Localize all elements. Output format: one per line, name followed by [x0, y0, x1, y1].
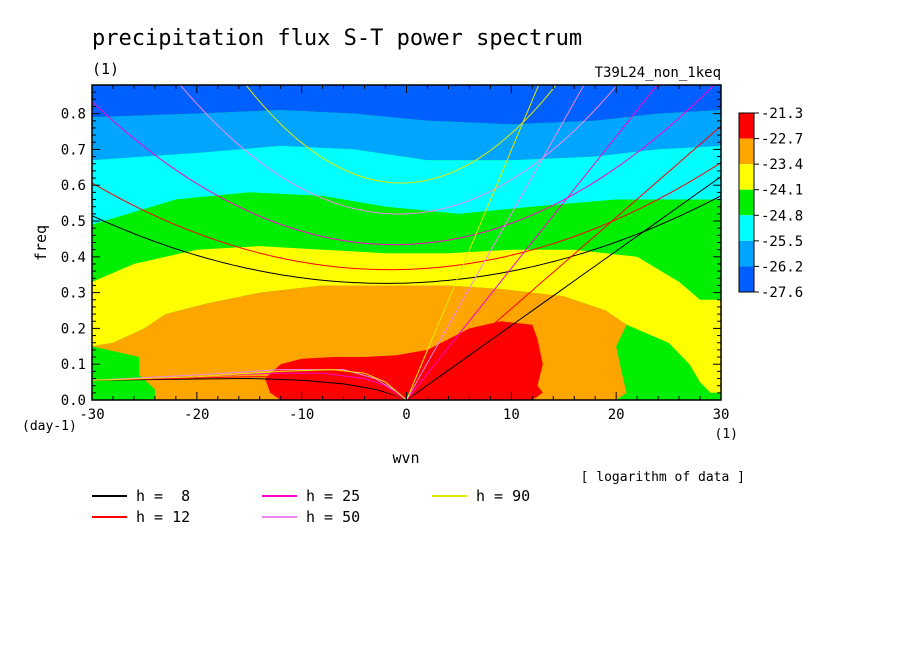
y-tick-label: 0.3 [61, 286, 86, 302]
y-axis: 0.0 0.1 0.2 0.3 0.4 0.5 0.6 0.7 0.8 [61, 91, 721, 409]
kelvin-curve-h12 [406, 125, 721, 400]
y-tick-label: 0.0 [61, 393, 86, 409]
mrg-curve-h12 [92, 162, 721, 271]
legend-label: h = 50 [306, 508, 360, 526]
chart-subtitle-left: (1) [92, 60, 119, 78]
legend-label: h = 8 [136, 487, 190, 505]
legend-label: h = 25 [306, 487, 360, 505]
x-unit-label: (1) [715, 427, 738, 442]
x-tick-label: 20 [608, 407, 625, 423]
legend: h = 8 h = 12 h = 25 h = 50 h = 90 [92, 487, 530, 526]
colorbar-swatch [739, 138, 754, 165]
rossby-curve-h8 [92, 377, 407, 400]
colorbar-label: -27.6 [761, 285, 803, 301]
colorbar-label: -21.3 [761, 106, 803, 122]
x-tick-label: -30 [79, 407, 104, 423]
chart-subtitle-right: T39L24_non_1keq [595, 65, 721, 81]
contour-band--26.2 [92, 85, 721, 125]
colorbar-label: -26.2 [761, 259, 803, 275]
y-tick-label: 0.7 [61, 142, 86, 158]
rossby-curve-h12 [92, 376, 407, 400]
colorbar-caption: [ logarithm of data ] [581, 470, 745, 485]
colorbar-swatch [739, 215, 754, 241]
y-tick-label: 0.8 [61, 107, 86, 123]
y-unit-label: (day-1) [22, 419, 77, 434]
x-tick-label: 10 [503, 407, 520, 423]
mrg-curve-h90 [245, 85, 557, 184]
legend-label: h = 90 [476, 487, 530, 505]
colorbar-frame [738, 112, 755, 293]
filled-contours [92, 85, 721, 400]
x-axis-label: wvn [392, 449, 419, 467]
kelvin-curve-h50 [406, 85, 585, 400]
chart-title: precipitation flux S-T power spectrum [92, 26, 582, 51]
mrg-curve-h8 [92, 195, 721, 284]
contour-band--25.5 [92, 110, 721, 161]
kelvin-curve-h25 [406, 85, 658, 400]
x-tick-label: -20 [184, 407, 209, 423]
kelvin-curve-h90 [406, 85, 540, 400]
colorbar-swatch [739, 240, 754, 267]
colorbar-label: -24.1 [761, 183, 803, 199]
colorbar-swatch [739, 189, 754, 216]
mrg-curve-h25 [92, 85, 715, 246]
contour-band--24.8 [92, 145, 721, 225]
rossby-curve-h90 [92, 369, 407, 400]
colorbar-label: -25.5 [761, 234, 803, 250]
contour-band--21.3 [265, 321, 543, 400]
colorbar-label: -24.8 [761, 208, 803, 224]
kelvin-curve-h8 [406, 176, 721, 400]
colorbar-swatch [739, 113, 754, 139]
x-tick-label: 0 [402, 407, 410, 423]
y-tick-label: 0.2 [61, 321, 86, 337]
y-tick-label: 0.6 [61, 178, 86, 194]
x-tick-label: -10 [289, 407, 314, 423]
y-tick-label: 0.5 [61, 214, 86, 230]
colorbar-swatch [739, 266, 754, 292]
contour-band--24.1 [92, 192, 721, 300]
x-axis: -30 -20 -10 0 10 20 30 [79, 85, 729, 423]
y-tick-label: 0.4 [61, 250, 86, 266]
colorbar: -21.3 -22.7 -23.4 -24.1 -24.8 -25.5 -26.2 -27.6 [738, 106, 803, 301]
y-axis-label: freq [32, 225, 50, 261]
legend-label: h = 12 [136, 508, 190, 526]
x-tick-label: 30 [713, 407, 730, 423]
contour-band--23.4 [92, 246, 721, 393]
y-tick-label: 0.1 [61, 357, 86, 373]
colorbar-swatch [739, 164, 754, 190]
colorbar-label: -23.4 [761, 157, 803, 173]
colorbar-label: -22.7 [761, 132, 803, 148]
